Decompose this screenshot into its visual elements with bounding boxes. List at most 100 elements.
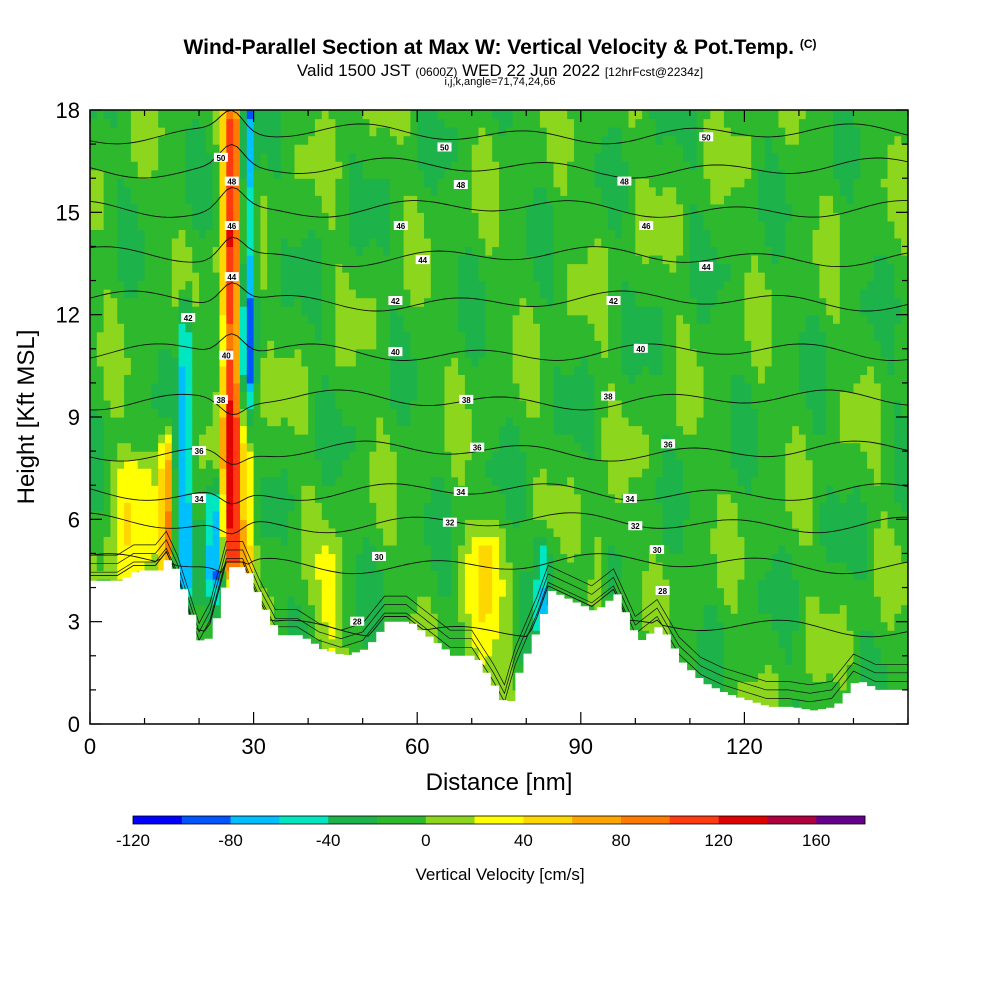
valid-time-label: Valid 1500 JST xyxy=(296,61,411,80)
colorbar-tick-label: 80 xyxy=(612,831,631,850)
contour-label-box xyxy=(617,176,632,186)
colorbar-title: Vertical Velocity [cm/s] xyxy=(415,865,584,884)
theta-contour-42 xyxy=(90,282,908,312)
y-axis-title: Height [Kft MSL] xyxy=(13,330,40,505)
contour-label-box xyxy=(699,261,714,271)
contour-label-box xyxy=(393,221,408,230)
colorbar-swatch xyxy=(718,816,768,824)
contour-label: 48 xyxy=(227,178,236,187)
y-tick-label: 0 xyxy=(68,712,80,737)
grid-indices-label: i,j,k,angle=71,74,24,66 xyxy=(444,76,556,88)
contour-label-box xyxy=(372,551,386,561)
contour-label-box xyxy=(470,442,485,452)
x-tick-label: 60 xyxy=(405,734,429,759)
colorbar-tick-label: -40 xyxy=(316,831,341,850)
contour-labels: 28 28 30 30 32 32 34 34 34 36 36 36 38 38 38 40 40 40 42 42… xyxy=(181,132,714,627)
contour-label: 42 xyxy=(391,297,400,306)
contour-label: 44 xyxy=(418,256,427,265)
colorbar-swatch xyxy=(474,816,524,824)
potential-temperature-contours xyxy=(90,110,908,703)
colorbar-tick-label: 0 xyxy=(421,831,430,850)
contour-label: 38 xyxy=(462,396,471,405)
theta-contour-32 xyxy=(90,512,908,535)
contour-label-box xyxy=(459,394,474,404)
contour-label-box xyxy=(388,296,403,305)
contour-label: 38 xyxy=(216,396,225,405)
contour-label-box xyxy=(633,343,648,353)
contour-label-box xyxy=(192,446,207,456)
y-tick-label: 12 xyxy=(56,303,80,328)
contour-label: 30 xyxy=(375,553,384,562)
forecast-label: [12hrFcst@2234z] xyxy=(604,65,704,79)
contour-label: 42 xyxy=(609,297,618,306)
contour-label: 36 xyxy=(195,447,204,456)
colorbar-swatch xyxy=(133,816,183,824)
contour-label: 46 xyxy=(396,222,405,231)
colorbar-swatch xyxy=(669,816,719,824)
contour-label: 44 xyxy=(702,263,711,272)
contour-label-box xyxy=(601,391,616,401)
x-tick-label: 0 xyxy=(84,734,96,759)
terrain-mask xyxy=(90,560,908,724)
contour-label: 30 xyxy=(653,546,662,555)
contour-label-box xyxy=(437,142,452,152)
contour-label: 48 xyxy=(456,181,465,190)
contour-label: 46 xyxy=(642,222,651,231)
colorbar-frame xyxy=(132,815,866,825)
chart-title-main: Wind-Parallel Section at Max W: Vertical… xyxy=(183,36,794,59)
contour-label: 40 xyxy=(391,348,400,357)
y-tick-label: 15 xyxy=(56,200,80,225)
contour-label-box xyxy=(224,272,239,282)
contour-label-box xyxy=(213,152,228,162)
contour-label-box xyxy=(650,545,665,554)
contour-label: 34 xyxy=(456,488,465,497)
contour-label: 36 xyxy=(664,440,673,449)
x-tick-label: 90 xyxy=(569,734,593,759)
y-tick-label: 3 xyxy=(68,610,80,635)
contour-label-box xyxy=(655,586,670,595)
contour-label: 50 xyxy=(440,144,449,153)
theta-contour-near-surface xyxy=(90,530,908,686)
contour-label-box xyxy=(606,296,621,305)
colorbar-swatch xyxy=(767,816,817,824)
theta-contour-30 xyxy=(90,550,908,575)
contour-label: 40 xyxy=(222,352,231,361)
colorbar-swatch xyxy=(425,816,475,824)
colorbar-swatch xyxy=(572,816,622,824)
terrain-polygon xyxy=(90,560,908,724)
contour-label: 36 xyxy=(473,444,482,453)
theta-contour-40 xyxy=(90,333,908,361)
contour-label-box xyxy=(453,487,468,496)
contour-label: 46 xyxy=(227,222,236,231)
contour-label: 34 xyxy=(195,495,204,504)
valid-date-label: WED 22 Jun 2022 xyxy=(462,61,601,80)
contour-label-box xyxy=(442,517,457,527)
colorbar-swatch xyxy=(523,816,573,824)
contour-label-box xyxy=(639,221,654,230)
contour-label: 42 xyxy=(184,314,193,323)
contour-label-box xyxy=(388,347,403,357)
x-tick-label: 120 xyxy=(726,734,763,759)
contour-label-box xyxy=(628,521,643,531)
contour-label: 48 xyxy=(620,178,629,187)
theta-contour-48 xyxy=(90,144,908,179)
colorbar-swatch xyxy=(621,816,671,824)
contour-label-box xyxy=(453,180,468,189)
contour-label-box xyxy=(415,255,430,265)
contour-label: 40 xyxy=(636,345,645,354)
y-tick-label: 6 xyxy=(68,507,80,532)
theta-contour-34 xyxy=(90,483,908,505)
chart-subtitle: Valid 1500 JST (0600Z) WED 22 Jun 2022 [… xyxy=(0,61,1000,81)
x-axis: 0 30 60 90 120 xyxy=(84,110,909,759)
colorbar-swatch xyxy=(377,816,427,824)
theta-contour-46 xyxy=(90,186,908,218)
contour-label: 32 xyxy=(631,522,640,531)
contour-label: 44 xyxy=(227,273,236,282)
contour-label: 28 xyxy=(658,587,667,596)
colorbar-swatch xyxy=(181,816,231,824)
chart-title: Wind-Parallel Section at Max W: Vertical… xyxy=(0,36,1000,60)
theta-contour-36 xyxy=(90,440,908,465)
theta-contour-44 xyxy=(90,236,908,268)
